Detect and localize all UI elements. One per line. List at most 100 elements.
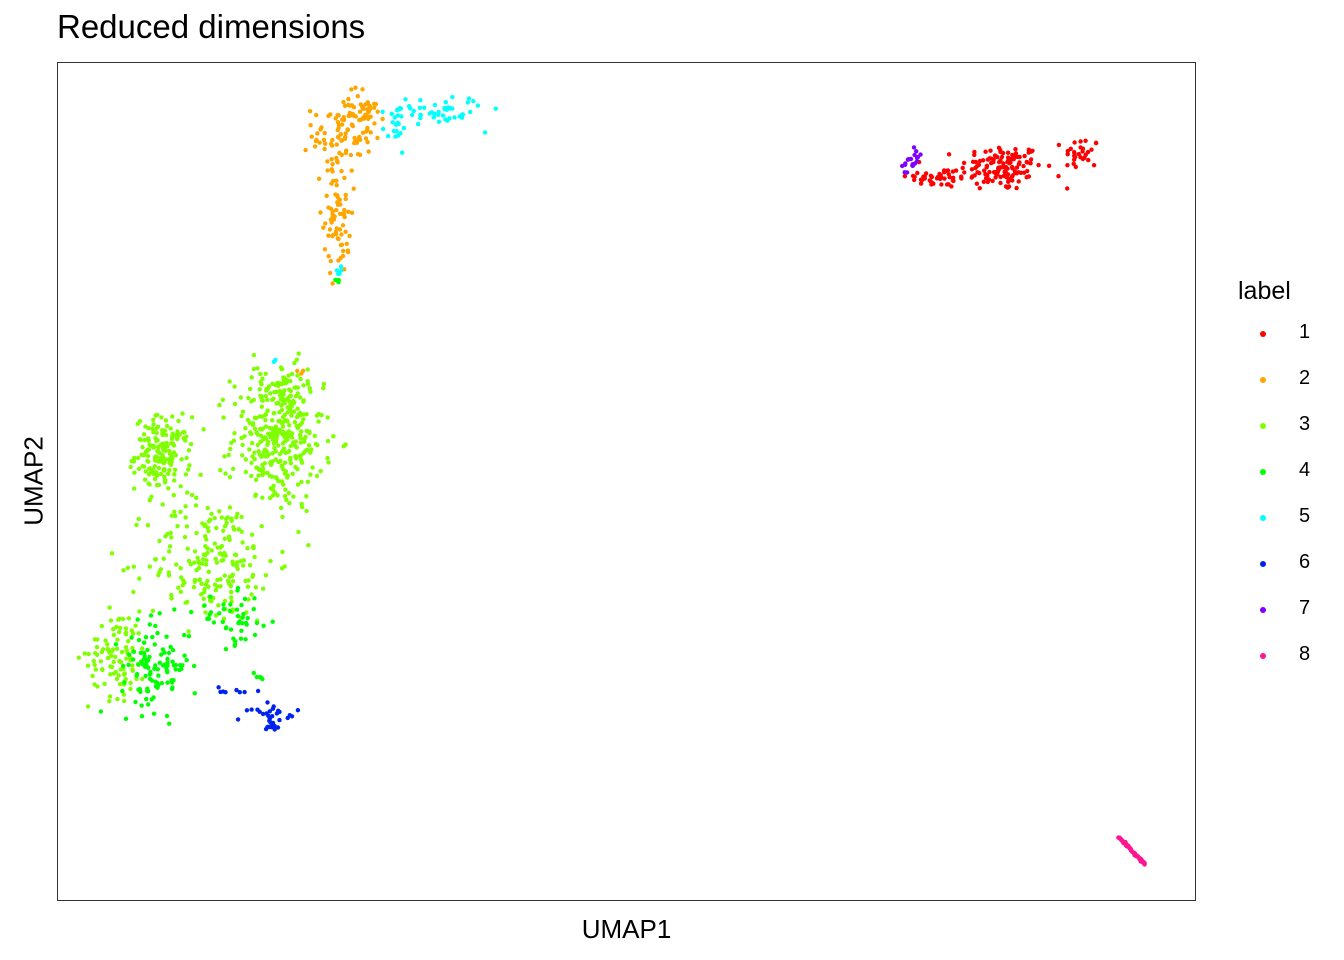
data-point — [263, 573, 269, 578]
series-8 — [1116, 835, 1147, 867]
data-point — [380, 109, 385, 114]
data-point — [299, 371, 304, 376]
data-point — [345, 248, 351, 253]
data-point — [349, 87, 354, 92]
data-point — [160, 432, 165, 438]
data-point — [297, 432, 303, 438]
data-point — [127, 652, 132, 657]
data-point — [279, 463, 284, 469]
data-point — [184, 657, 189, 663]
data-point — [203, 610, 208, 615]
data-point — [329, 220, 334, 225]
data-point — [279, 403, 284, 408]
data-point — [265, 397, 270, 403]
data-point — [927, 178, 932, 183]
data-point — [169, 686, 175, 692]
data-point — [418, 98, 423, 103]
data-point — [312, 433, 317, 439]
data-point — [1072, 153, 1077, 159]
data-point — [225, 515, 230, 520]
data-point — [216, 603, 221, 608]
data-point — [307, 430, 312, 435]
data-point — [143, 469, 148, 474]
data-point — [360, 87, 365, 92]
data-point — [1065, 186, 1070, 191]
data-point — [189, 609, 194, 615]
data-point — [215, 577, 220, 583]
chart-title: Reduced dimensions — [57, 8, 366, 45]
data-point — [114, 624, 119, 630]
data-point — [202, 603, 207, 608]
data-point — [297, 422, 303, 428]
data-point — [120, 688, 125, 694]
data-point — [157, 570, 162, 575]
data-point — [263, 726, 269, 732]
data-point — [988, 156, 994, 161]
data-point — [128, 464, 133, 470]
data-point — [120, 663, 126, 669]
data-point — [995, 154, 1000, 160]
data-point — [275, 433, 280, 438]
data-point — [222, 536, 227, 541]
data-point — [198, 472, 203, 477]
data-point — [205, 578, 210, 584]
data-point — [118, 625, 123, 631]
data-point — [984, 163, 990, 168]
data-point — [280, 424, 286, 429]
data-point — [269, 431, 274, 436]
data-point — [191, 663, 197, 669]
data-point — [243, 426, 248, 431]
data-point — [252, 596, 257, 601]
data-point — [175, 429, 180, 434]
legend: label 1 2 3 4 5 6 7 8 — [1238, 277, 1310, 689]
data-point — [259, 404, 264, 409]
data-point — [137, 576, 142, 581]
data-point — [309, 447, 314, 452]
data-point — [260, 711, 266, 717]
data-point — [1005, 150, 1011, 155]
data-point — [280, 395, 285, 400]
data-point — [299, 429, 304, 434]
data-point — [246, 597, 251, 602]
data-point — [264, 388, 269, 393]
data-point — [976, 162, 982, 167]
data-point — [364, 113, 370, 119]
data-point — [396, 133, 401, 138]
data-point — [336, 271, 341, 277]
data-point — [342, 175, 347, 181]
data-point — [220, 619, 225, 625]
data-point — [153, 454, 158, 460]
data-point — [227, 537, 232, 543]
data-point — [338, 242, 344, 248]
data-point — [153, 684, 159, 689]
data-point — [251, 606, 256, 612]
data-point — [341, 115, 346, 120]
data-point — [341, 99, 346, 105]
data-point — [222, 524, 228, 529]
data-point — [399, 114, 404, 119]
data-point — [159, 415, 164, 420]
data-point — [329, 143, 335, 148]
data-point — [255, 442, 260, 448]
data-point — [258, 675, 264, 680]
data-point — [256, 449, 261, 454]
data-point — [156, 459, 161, 464]
data-point — [276, 419, 281, 424]
legend-key-dot — [1260, 377, 1266, 383]
data-point — [149, 443, 155, 449]
data-point — [165, 680, 170, 685]
data-point — [372, 101, 377, 106]
data-point — [201, 427, 206, 432]
data-point — [261, 623, 266, 628]
data-point — [240, 442, 245, 448]
data-point — [326, 205, 331, 210]
data-point — [145, 686, 150, 691]
data-point — [159, 681, 164, 686]
data-point — [131, 564, 136, 569]
data-point — [255, 366, 260, 371]
data-point — [277, 388, 282, 394]
data-point — [246, 578, 251, 583]
data-point — [301, 383, 306, 388]
data-point — [105, 647, 111, 652]
data-point — [442, 105, 447, 111]
